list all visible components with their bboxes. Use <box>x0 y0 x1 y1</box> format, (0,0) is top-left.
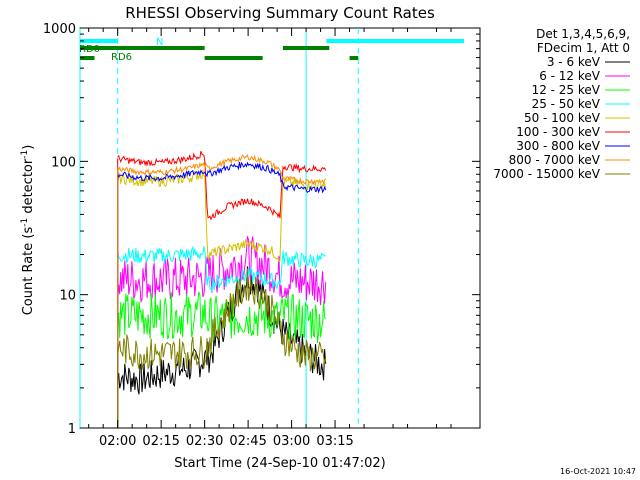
y-tick-label-0: 1 <box>68 422 76 437</box>
annotation-label-rd6: RD6 <box>111 52 132 63</box>
annotation-bar-n-1 <box>326 39 464 43</box>
x-tick-label-3: 02:45 <box>229 434 266 449</box>
legend: Det 1,3,4,5,6,9, FDecim 1, Att 0 3 - 6 k… <box>493 27 630 181</box>
legend-header-line1: Det 1,3,4,5,6,9, <box>536 27 630 41</box>
series-lines <box>117 151 327 428</box>
annotation-bar-rd0-1 <box>282 46 330 50</box>
annotation-label-rd0: RD0 <box>79 44 100 55</box>
x-tick-label-0: 02:00 <box>99 434 136 449</box>
legend-label-0: 3 - 6 keV <box>547 55 601 69</box>
series-line-7 <box>117 154 327 186</box>
series-line-5 <box>117 151 327 221</box>
y-label-main: Count Rate (s <box>21 227 36 316</box>
x-tick-label-2: 02:30 <box>186 434 223 449</box>
legend-label-8: 7000 - 15000 keV <box>493 167 600 181</box>
annotation-bar-n-0 <box>80 39 118 43</box>
y-tick-label-2: 100 <box>51 155 76 170</box>
legend-label-1: 6 - 12 keV <box>539 69 601 83</box>
legend-label-3: 25 - 50 keV <box>532 97 601 111</box>
series-line-1 <box>117 236 327 306</box>
y-label-mid: detector <box>21 158 36 218</box>
x-tick-label-4: 03:00 <box>273 434 310 449</box>
axis-ticks: 02:00 02:15 02:30 02:45 03:00 03:15 1 10 100 1000 <box>43 22 481 449</box>
y-axis-label: Count Rate (s-1 detector-1) <box>20 145 36 316</box>
annotation-bar-rd0-0 <box>80 46 205 50</box>
y-label-end: ) <box>21 145 36 150</box>
y-tick-label-3: 1000 <box>43 22 76 37</box>
x-tick-label-1: 02:15 <box>142 434 179 449</box>
series-line-6 <box>117 161 327 194</box>
chart-title: RHESSI Observing Summary Count Rates <box>125 4 435 22</box>
y-label-sup2: -1 <box>20 150 30 159</box>
annotation-bars: N RD0 RD6 <box>79 37 464 63</box>
y-label-sup1: -1 <box>20 218 30 227</box>
x-tick-label-5: 03:15 <box>316 434 353 449</box>
annotation-bar-rd6-0 <box>80 56 95 60</box>
annotation-label-n: N <box>156 37 163 48</box>
legend-label-7: 800 - 7000 keV <box>509 153 601 167</box>
footer-date: 16-Oct-2021 10:47 <box>560 467 636 476</box>
legend-label-5: 100 - 300 keV <box>516 125 600 139</box>
legend-label-2: 12 - 25 keV <box>532 83 601 97</box>
y-tick-label-1: 10 <box>59 289 76 304</box>
annotation-bar-rd6-2 <box>349 56 359 60</box>
annotation-bar-rd6-1 <box>204 56 263 60</box>
series-line-8 <box>117 268 327 372</box>
legend-header-line2: FDecim 1, Att 0 <box>537 41 630 55</box>
series-line-2 <box>117 291 327 343</box>
legend-label-6: 300 - 800 keV <box>516 139 600 153</box>
legend-label-4: 50 - 100 keV <box>524 111 601 125</box>
x-axis-label: Start Time (24-Sep-10 01:47:02) <box>174 456 385 471</box>
series-line-0 <box>117 266 327 395</box>
series-line-3 <box>117 245 326 293</box>
